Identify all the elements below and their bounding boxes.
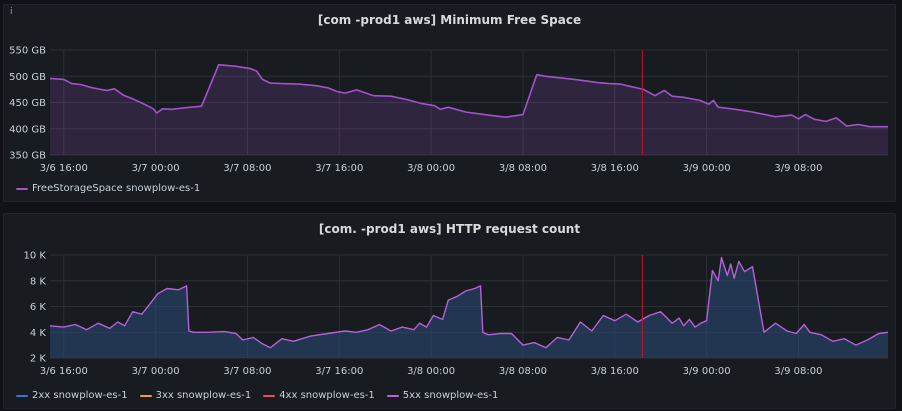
http-request-chart[interactable]: 10 K 8 K 6 K 4 K 2 K3/6 16:00 3/7 00:00 3/7 08…: [4, 214, 897, 410]
x-tick-label: 3/7 00:00: [132, 163, 180, 174]
legend-item-2xx[interactable]: 2xx snowplow-es-1: [16, 390, 128, 401]
x-tick-label: 3/7 08:00: [223, 163, 271, 174]
series-area: [50, 64, 888, 155]
legend-swatch: [263, 394, 276, 397]
x-tick-label: 3/7 16:00: [315, 163, 363, 174]
free-space-panel: i [com -prod1 aws] Minimum Free Space 55…: [3, 4, 896, 202]
legend-swatch: [386, 394, 399, 397]
x-tick-label: 3/9 00:00: [683, 366, 731, 377]
panel-title[interactable]: [com. -prod1 aws] HTTP request count: [318, 222, 581, 236]
legend-label: 2xx snowplow-es-1: [32, 390, 128, 401]
y-tick-label: 8 K: [30, 276, 47, 287]
free-space-chart[interactable]: 550 GB 500 GB 450 GB 400 GB 350 GB3/6 16:00 3…: [4, 5, 897, 203]
y-tick-label: 450 GB: [9, 98, 46, 109]
http-request-panel: [com. -prod1 aws] HTTP request count 10 …: [3, 213, 896, 409]
legend-item-5xx[interactable]: 5xx snowplow-es-1: [386, 390, 499, 401]
x-tick-label: 3/9 00:00: [683, 163, 731, 174]
legend: 2xx snowplow-es-1 3xx snowplow-es-1 4xx …: [16, 390, 498, 401]
x-tick-label: 3/8 16:00: [591, 366, 639, 377]
legend-label: 3xx snowplow-es-1: [155, 390, 252, 401]
y-tick-label: 4 K: [30, 328, 47, 339]
legend-swatch: [16, 187, 28, 190]
series-line[interactable]: [49, 256, 889, 349]
legend-item-free-storage[interactable]: FreeStorageSpace snowplow-es-1: [16, 183, 200, 194]
legend-swatch: [139, 394, 152, 397]
y-tick-label: 500 GB: [9, 72, 46, 83]
legend-label: FreeStorageSpace snowplow-es-1: [32, 183, 201, 194]
legend-swatch: [16, 394, 28, 397]
y-tick-label: 350 GB: [9, 151, 46, 162]
x-tick-label: 3/6 16:00: [40, 366, 88, 377]
x-tick-label: 3/8 16:00: [591, 163, 639, 174]
legend-label: 4xx snowplow-es-1: [279, 390, 375, 401]
legend-label: 5xx snowplow-es-1: [402, 390, 499, 401]
x-tick-label: 3/9 08:00: [774, 163, 822, 174]
y-tick-label: 2 K: [30, 354, 47, 365]
series-area: [50, 257, 888, 358]
legend-item-3xx[interactable]: 3xx snowplow-es-1: [139, 390, 252, 401]
x-tick-label: 3/8 00:00: [407, 163, 455, 174]
x-tick-label: 3/7 00:00: [132, 366, 180, 377]
x-tick-label: 3/7 08:00: [223, 366, 271, 377]
x-tick-label: 3/9 08:00: [774, 366, 822, 377]
legend-item-4xx[interactable]: 4xx snowplow-es-1: [263, 390, 375, 401]
x-tick-label: 3/6 16:00: [40, 163, 88, 174]
x-tick-label: 3/8 08:00: [499, 366, 547, 377]
x-tick-label: 3/8 00:00: [407, 366, 455, 377]
y-tick-label: 400 GB: [9, 124, 46, 135]
y-tick-label: 550 GB: [9, 46, 46, 57]
y-tick-label: 10 K: [24, 251, 47, 262]
y-tick-label: 6 K: [30, 302, 47, 313]
panel-title[interactable]: [com -prod1 aws] Minimum Free Space: [317, 13, 582, 27]
info-icon[interactable]: i: [10, 7, 13, 17]
legend: FreeStorageSpace snowplow-es-1: [16, 183, 200, 194]
series-line[interactable]: [49, 63, 888, 128]
x-tick-label: 3/7 16:00: [315, 366, 363, 377]
x-tick-label: 3/8 08:00: [499, 163, 547, 174]
